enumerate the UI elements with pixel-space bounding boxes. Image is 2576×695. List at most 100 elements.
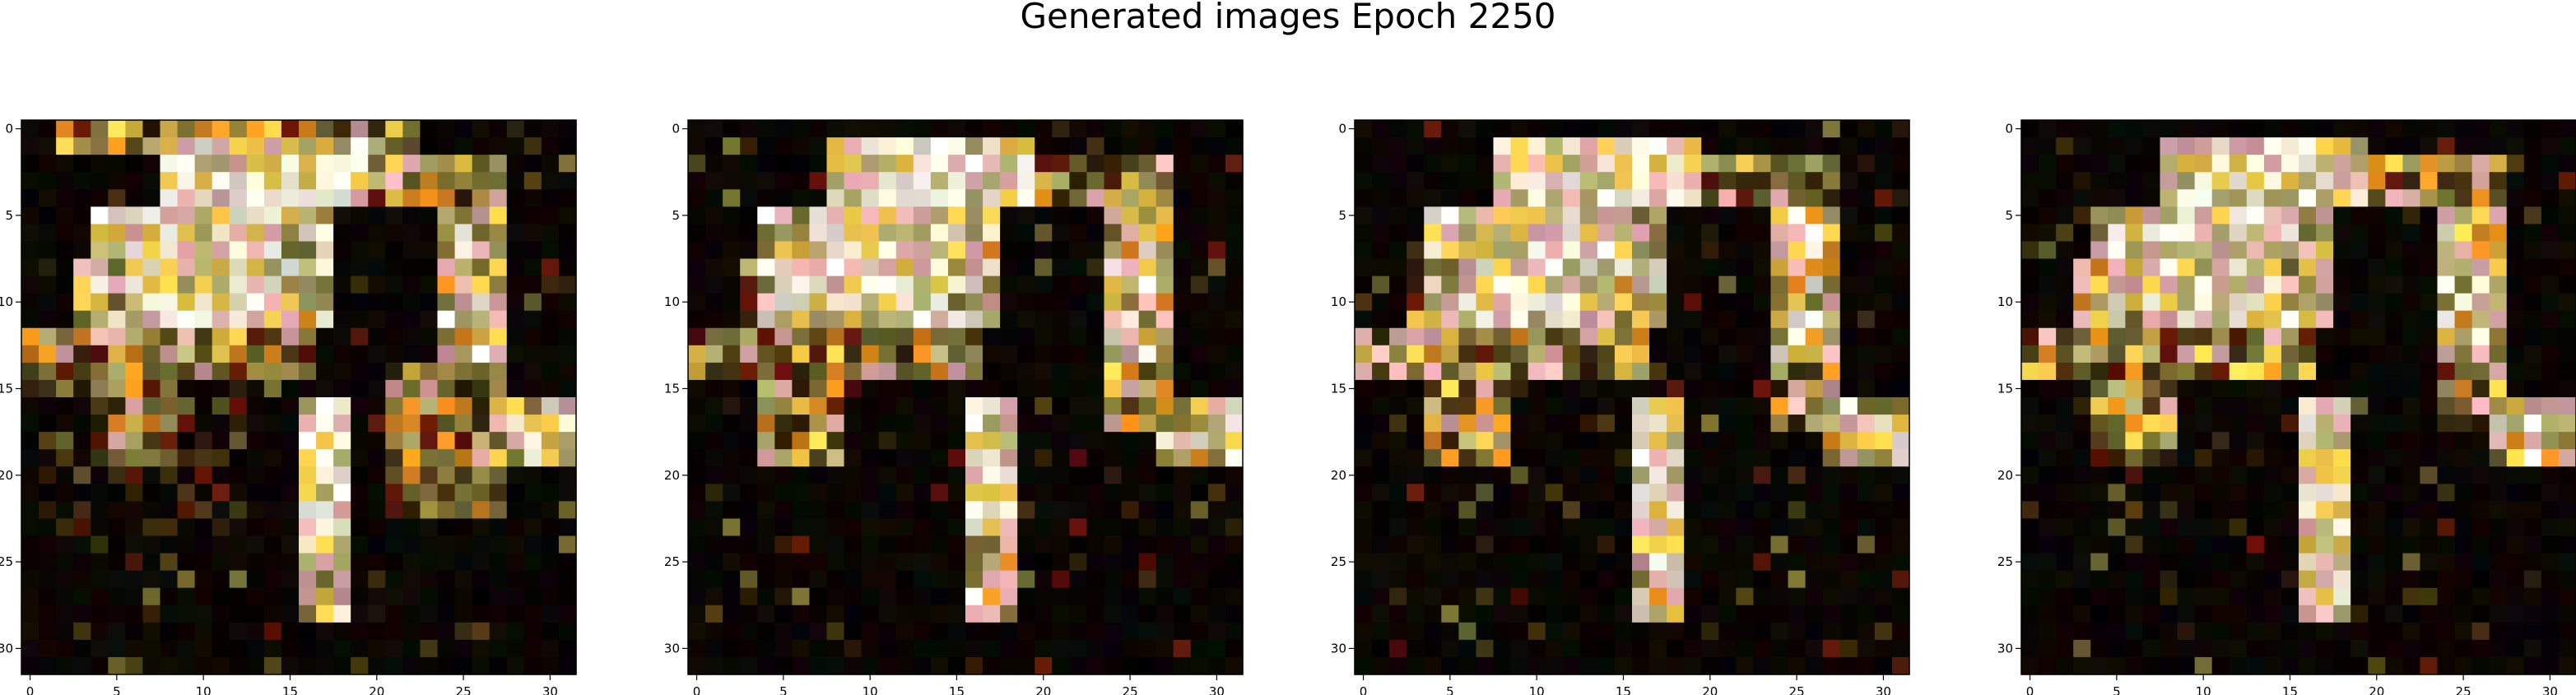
pixel [1441,484,1459,502]
pixel [73,415,91,433]
pixel [740,206,758,225]
pixel [2333,241,2351,260]
pixel [125,432,144,450]
pixel [368,189,386,207]
pixel [913,310,932,329]
pixel [1035,310,1053,329]
pixel [1225,206,1244,225]
pixel [1788,570,1806,589]
pixel [1441,397,1459,415]
pixel [558,656,577,675]
pixel [1052,535,1070,554]
pixel [73,189,91,207]
pixel [2471,466,2490,484]
pixel [2316,120,2334,138]
pixel [2541,345,2560,364]
pixel [2160,466,2178,484]
pixel [1069,553,1088,572]
pixel [351,189,369,207]
pixel [1632,379,1650,398]
pixel [1372,206,1390,225]
pixel [2506,224,2525,243]
pixel [1121,501,1140,520]
pixel [368,258,386,277]
pixel [1614,155,1633,173]
pixel [454,379,473,398]
pixel [1424,535,1442,554]
pixel [1874,172,1893,190]
pixel [1441,362,1459,381]
pixel [246,553,265,572]
pixel [2056,605,2074,623]
pixel [2246,293,2265,312]
pixel [2558,397,2576,415]
pixel [437,535,456,554]
pixel [1770,518,1789,537]
pixel [160,224,179,243]
pixel [2523,570,2542,589]
pixel [705,553,723,572]
pixel [2039,120,2057,138]
pixel [2263,397,2282,415]
pixel [1155,535,1174,554]
pixel [2368,137,2386,155]
pixel [930,397,949,415]
pixel [1190,622,1209,641]
pixel [2454,484,2473,502]
pixel [73,362,91,381]
pixel [1173,570,1192,589]
pixel [1562,310,1581,329]
pixel [402,206,421,225]
pixel [1510,258,1529,277]
pixel [2437,501,2456,520]
pixel [1839,605,1858,623]
pixel [2073,379,2091,398]
pixel [1753,172,1772,190]
pixel [895,605,914,623]
pixel [454,155,473,173]
pixel [1476,415,1495,433]
pixel [774,605,793,623]
pixel [2437,570,2456,589]
pixel [2489,432,2508,450]
pixel [895,501,914,520]
pixel [420,570,439,589]
pixel [809,466,828,484]
pixel [1138,120,1157,138]
pixel [142,189,161,207]
pixel [142,137,161,155]
pixel [2437,656,2456,675]
pixel [2177,155,2196,173]
pixel [1597,276,1616,294]
pixel [740,137,758,155]
pixel [454,327,473,346]
pixel [740,432,758,450]
pixel [1527,553,1546,572]
pixel [2316,656,2334,675]
pixel [705,415,723,433]
pixel [194,206,213,225]
pixel [861,362,880,381]
pixel [1000,224,1018,243]
pixel [2350,466,2369,484]
pixel [2350,189,2369,207]
pixel [809,224,828,243]
pixel [558,241,577,260]
pixel [2021,276,2039,294]
pixel [402,293,421,312]
pixel [844,172,863,190]
pixel [878,172,897,190]
pixel [2073,189,2091,207]
pixel [2368,501,2386,520]
pixel [2211,432,2230,450]
pixel [2229,276,2248,294]
pixel [2125,345,2144,364]
pixel [913,656,932,675]
pixel [1355,189,1373,207]
pixel [73,553,91,572]
pixel [2246,639,2265,658]
pixel [1121,415,1140,433]
pixel [2437,345,2456,364]
pixel [263,501,282,520]
